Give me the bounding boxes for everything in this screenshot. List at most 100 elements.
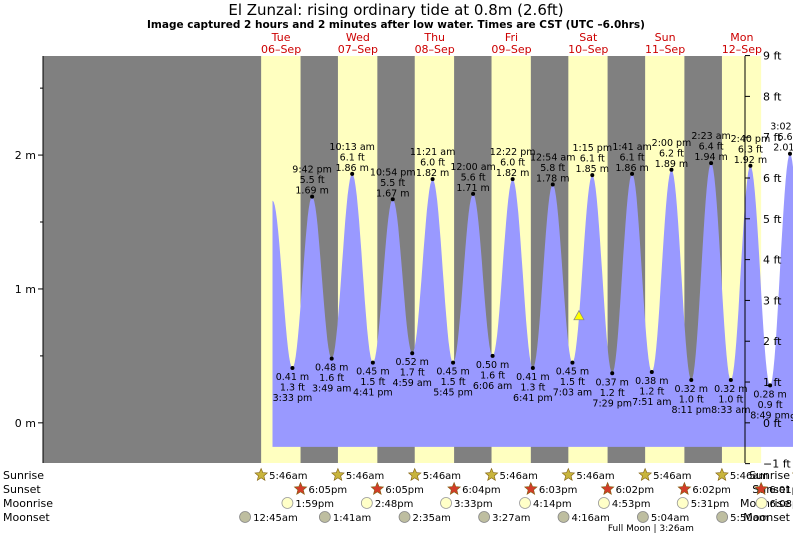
high-tide-ft: 6.0 ft bbox=[420, 158, 445, 169]
low-tide-point bbox=[410, 351, 415, 356]
sunrise-time: 5:46am bbox=[653, 471, 691, 482]
row-label-left-moonset: Moonset bbox=[3, 511, 50, 524]
high-tide-ft: 5.5 ft bbox=[380, 178, 405, 189]
high-tide-time: 11:21 am bbox=[410, 147, 455, 158]
low-tide-ft: 1.0 ft bbox=[718, 394, 743, 405]
high-tide-time: 2:00 pm bbox=[652, 138, 692, 149]
moonset-time: 3:27am bbox=[492, 513, 530, 524]
high-tide-point bbox=[310, 194, 315, 199]
moonset-icon bbox=[239, 511, 251, 523]
day-date: 10–Sep bbox=[568, 43, 608, 56]
moonrise-icon bbox=[598, 497, 610, 509]
low-tide-ft: 1.2 ft bbox=[639, 386, 664, 397]
low-tide-point bbox=[290, 365, 295, 370]
moonset-time: 5:50am bbox=[730, 513, 768, 524]
low-tide-m: 0.45 m bbox=[356, 367, 389, 378]
high-tide-ft: 6.0 ft bbox=[500, 158, 525, 169]
low-tide-ft: 1.2 ft bbox=[600, 388, 625, 399]
sunset-time: 6:04pm bbox=[462, 485, 501, 496]
high-tide-m: 1.85 m bbox=[576, 164, 609, 175]
sunrise-icon bbox=[254, 467, 269, 481]
day-weekday: Wed bbox=[346, 31, 370, 44]
high-tide-point bbox=[550, 182, 555, 187]
high-tide-time: 1:15 pm bbox=[572, 143, 612, 154]
row-label-left-sunset: Sunset bbox=[3, 483, 41, 496]
low-tide-ft: 0.9 ft bbox=[758, 400, 783, 411]
tide-labels-layer: 0.41 m1.3 ft3:33 pm9:42 pm5.5 ft1.69 m0.… bbox=[273, 122, 793, 424]
right-tick-label: 9 ft bbox=[763, 50, 782, 63]
low-tide-m: 0.41 m bbox=[276, 372, 309, 383]
sunset-time: 6:02pm bbox=[692, 485, 731, 496]
high-tide-point bbox=[590, 173, 595, 178]
day-weekday: Sat bbox=[579, 31, 598, 44]
day-weekday: Mon bbox=[730, 31, 753, 44]
high-tide-m: 1.78 m bbox=[536, 174, 569, 185]
day-date: 11–Sep bbox=[645, 43, 685, 56]
high-tide-m: 1.86 m bbox=[615, 163, 648, 174]
day-weekday: Sun bbox=[655, 31, 676, 44]
low-tide-point bbox=[649, 369, 654, 374]
sunset-icon bbox=[447, 481, 462, 495]
low-tide-m: 0.38 m bbox=[635, 376, 668, 387]
row-label-right-sunrise: Sunrise bbox=[749, 469, 790, 482]
day-date: 09–Sep bbox=[491, 43, 531, 56]
moonset-icon bbox=[557, 511, 570, 523]
high-tide-ft: 5.5 ft bbox=[300, 175, 325, 186]
high-tide-time: 2:23 am bbox=[691, 131, 730, 142]
sunset-icon bbox=[600, 481, 615, 495]
sunrise-icon bbox=[561, 467, 576, 481]
high-tide-m: 1.69 m bbox=[295, 186, 328, 197]
low-tide-time: 6:06 am bbox=[473, 381, 512, 392]
high-tide-point bbox=[630, 171, 635, 176]
low-tide-time: 4:41 pm bbox=[353, 388, 393, 399]
low-tide-time: 3:33 pm bbox=[273, 393, 313, 404]
moonrise-time: 2:48pm bbox=[375, 499, 414, 510]
moonrise-icon bbox=[440, 497, 452, 509]
low-tide-m: 0.50 m bbox=[476, 360, 509, 371]
high-tide-point bbox=[709, 161, 714, 166]
low-tide-m: 0.45 m bbox=[556, 367, 589, 378]
low-tide-m: 0.32 m bbox=[714, 384, 747, 395]
sunrise-icon bbox=[484, 467, 499, 481]
high-tide-m: 1.71 m bbox=[456, 183, 489, 194]
sunset-time: 6:01pm bbox=[769, 485, 793, 496]
low-tide-m: 0.41 m bbox=[516, 372, 549, 383]
moonset-time: 12:45am bbox=[253, 513, 298, 524]
low-tide-m: 0.45 m bbox=[436, 367, 469, 378]
sunrise-time: 5:46am bbox=[269, 471, 307, 482]
astronomy-rows: SunriseSunriseSunsetSunsetMoonriseMoonri… bbox=[3, 467, 793, 534]
moonrise-time: 5:31pm bbox=[691, 499, 730, 510]
right-tick-label: 8 ft bbox=[763, 90, 782, 103]
low-tide-time: 8:49 pm bbox=[750, 410, 790, 421]
high-tide-time: 12:54 am bbox=[530, 153, 575, 164]
high-tide-m: 1.67 m bbox=[376, 188, 409, 199]
tide-area-layer bbox=[272, 153, 793, 447]
tide-curve bbox=[272, 153, 793, 447]
low-tide-time: 6:41 pm bbox=[513, 393, 553, 404]
high-tide-time: 10:13 am bbox=[329, 142, 374, 153]
low-tide-ft: 1.5 ft bbox=[441, 377, 466, 388]
day-date: 06–Sep bbox=[261, 43, 301, 56]
row-label-left-moonrise: Moonrise bbox=[3, 497, 53, 510]
sunrise-time: 5:46am bbox=[576, 471, 614, 482]
low-tide-m: 0.32 m bbox=[675, 384, 708, 395]
high-tide-ft: 6.3 ft bbox=[738, 144, 763, 155]
moonset-icon bbox=[398, 511, 411, 523]
moonrise-icon bbox=[281, 497, 294, 509]
high-tide-time: 1:41 am bbox=[612, 142, 651, 153]
high-tide-time: 9:42 pm bbox=[292, 165, 332, 176]
right-tick-label: 4 ft bbox=[763, 254, 782, 267]
high-tide-time: 12:00 am bbox=[450, 162, 495, 173]
moonrise-time: 3:33pm bbox=[454, 499, 493, 510]
low-tide-point bbox=[490, 353, 495, 358]
high-tide-point bbox=[390, 197, 395, 202]
day-weekday: Thu bbox=[423, 31, 445, 44]
low-tide-point bbox=[689, 377, 694, 382]
low-tide-point bbox=[370, 360, 375, 365]
low-tide-time: 9:13 am bbox=[790, 413, 793, 424]
moonset-time: 5:04am bbox=[651, 513, 689, 524]
sunset-icon bbox=[370, 481, 385, 495]
sunrise-time: 5:46am bbox=[423, 471, 461, 482]
moonset-icon bbox=[716, 511, 729, 523]
moonrise-time: 4:53pm bbox=[612, 499, 651, 510]
